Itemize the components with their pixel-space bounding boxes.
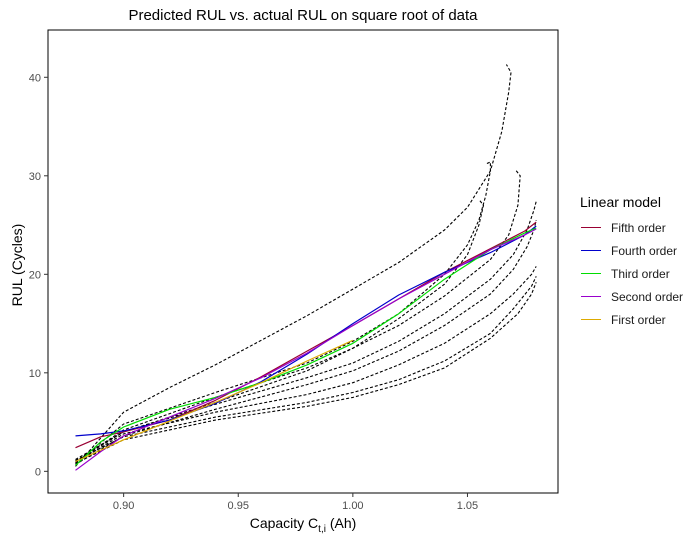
actual-rul-line-10 xyxy=(75,219,537,465)
y-tick-label: 20 xyxy=(29,269,41,281)
x-axis: 0.90 0.95 1.00 1.05 xyxy=(113,493,478,512)
legend: Linear model Fifth order Fourth order Thir… xyxy=(580,194,683,331)
legend-item-second-order: Second order xyxy=(580,285,683,308)
legend-key-swatch xyxy=(581,227,601,228)
series-line-fourth-order xyxy=(75,225,537,437)
series-line-first-order xyxy=(75,339,354,463)
actual-rul-line-6 xyxy=(75,161,491,464)
actual-rul-line-11 xyxy=(75,266,537,463)
legend-label: Second order xyxy=(611,289,684,304)
x-tick-label: 1.00 xyxy=(342,500,363,512)
y-axis: 0 10 20 30 40 xyxy=(29,72,48,478)
legend-label: First order xyxy=(611,312,666,327)
legend-key-swatch xyxy=(581,273,601,274)
legend-item-fourth-order: Fourth order xyxy=(580,239,683,262)
y-tick-label: 0 xyxy=(35,466,41,478)
legend-items: Fifth order Fourth order Third order Second… xyxy=(580,216,683,331)
y-axis-label: RUL (Cycles) xyxy=(9,223,25,307)
legend-item-fifth-order: Fifth order xyxy=(580,216,683,239)
y-tick-label: 10 xyxy=(29,368,41,380)
x-tick-label: 0.95 xyxy=(228,500,249,512)
legend-key-swatch xyxy=(581,296,601,297)
x-tick-label: 1.05 xyxy=(457,500,478,512)
panel-border xyxy=(47,29,559,494)
actual-rul-line-13 xyxy=(75,282,537,464)
legend-item-first-order: First order xyxy=(580,308,683,331)
legend-key-swatch xyxy=(581,250,601,251)
actual-rul-line-8 xyxy=(75,199,485,462)
actual-rul-line-7 xyxy=(75,169,521,462)
x-axis-label-main: Capacity C xyxy=(249,515,319,531)
x-axis-label-subscript: t,i xyxy=(318,523,326,535)
legend-item-third-order: Third order xyxy=(580,262,683,285)
legend-label: Fourth order xyxy=(611,243,678,258)
x-axis-label: Capacity Ct,i (Ah) xyxy=(48,515,558,535)
x-axis-label-unit: (Ah) xyxy=(325,515,357,531)
actual-rul-line-12 xyxy=(75,276,537,461)
actual-rul-line-9 xyxy=(75,201,537,460)
y-tick-label: 30 xyxy=(29,171,41,183)
series-line-second-order xyxy=(75,228,537,471)
y-tick-label: 40 xyxy=(29,72,41,84)
chart-title: Predicted RUL vs. actual RUL on square r… xyxy=(128,7,478,24)
legend-title: Linear model xyxy=(580,194,661,210)
series-line-fifth-order xyxy=(75,221,537,449)
legend-key-swatch xyxy=(581,319,601,320)
actual-rul-line-5 xyxy=(75,64,512,467)
legend-label: Third order xyxy=(611,266,670,281)
x-tick-label: 0.90 xyxy=(113,500,134,512)
legend-label: Fifth order xyxy=(611,220,666,235)
series-layer xyxy=(75,64,537,471)
